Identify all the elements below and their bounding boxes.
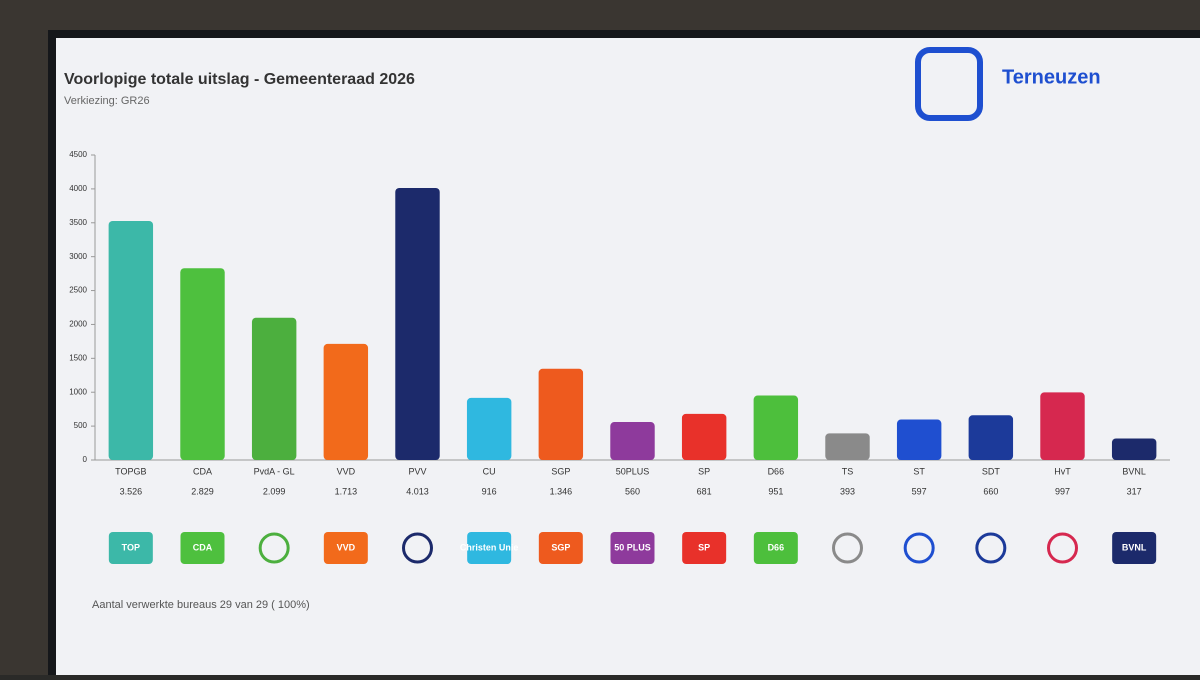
party-logo xyxy=(975,532,1007,564)
party-logo xyxy=(682,532,727,564)
chart-subtitle: Verkiezing: GR26 xyxy=(64,95,150,107)
brand-logo xyxy=(915,47,983,121)
y-tick-label: 4000 xyxy=(69,184,87,193)
party-logo-text: Christen Unie xyxy=(460,542,519,552)
y-tick-label: 2000 xyxy=(69,320,87,329)
value-label: 1.713 xyxy=(335,486,358,496)
x-tick-label: CU xyxy=(483,466,496,476)
x-tick-label: BVNL xyxy=(1122,466,1146,476)
value-label: 393 xyxy=(840,486,855,496)
x-tick-label: TOPGB xyxy=(115,466,146,476)
bar xyxy=(825,433,870,460)
bar xyxy=(108,221,154,460)
party-logo-text: 50 PLUS xyxy=(614,542,651,552)
bar xyxy=(180,268,225,460)
bar xyxy=(466,397,512,460)
party-logo-text: D66 xyxy=(768,542,785,552)
footer-note: Aantal verwerkte bureaus 29 van 29 ( 100… xyxy=(92,599,310,611)
y-tick-label: 3500 xyxy=(69,218,87,227)
screen xyxy=(56,38,1200,675)
value-label: 4.013 xyxy=(406,486,429,496)
party-logo-text: CDA xyxy=(193,542,213,552)
bar xyxy=(753,395,799,460)
party-logo xyxy=(258,532,290,564)
value-label: 951 xyxy=(768,486,783,496)
value-label: 317 xyxy=(1127,486,1142,496)
party-logo xyxy=(180,532,225,564)
x-tick-label: TS xyxy=(842,466,854,476)
x-tick-label: D66 xyxy=(768,466,785,476)
party-logo-text: SP xyxy=(698,542,710,552)
party-logo-text: BVNL xyxy=(1122,542,1147,552)
value-label: 681 xyxy=(697,486,712,496)
x-tick-label: SGP xyxy=(551,466,570,476)
party-logo-text: VVD xyxy=(337,542,356,552)
bar xyxy=(681,413,727,460)
party-logo xyxy=(832,532,863,564)
value-label: 997 xyxy=(1055,486,1070,496)
value-label: 1.346 xyxy=(550,486,573,496)
bar xyxy=(395,188,440,460)
party-logo xyxy=(323,532,368,564)
x-tick-label: SDT xyxy=(982,466,1001,476)
y-tick-label: 1500 xyxy=(69,353,87,362)
party-logo xyxy=(610,532,655,564)
party-logo xyxy=(402,532,433,564)
y-tick-label: 2500 xyxy=(69,286,87,295)
bar xyxy=(1111,438,1157,460)
bar xyxy=(323,343,369,460)
party-logo-text: SGP xyxy=(551,542,570,552)
bar xyxy=(251,317,297,460)
value-label: 660 xyxy=(983,486,998,496)
y-tick-label: 4500 xyxy=(69,150,87,159)
bar xyxy=(896,419,942,460)
party-logo xyxy=(903,532,935,564)
y-tick-label: 3000 xyxy=(69,252,87,261)
value-label: 597 xyxy=(912,486,927,496)
y-tick-label: 0 xyxy=(83,455,88,464)
party-logo xyxy=(1112,532,1157,564)
value-label: 560 xyxy=(625,486,640,496)
bar xyxy=(610,422,655,460)
x-tick-label: 50PLUS xyxy=(616,466,650,476)
x-tick-label: PvdA - GL xyxy=(254,466,295,476)
x-tick-label: ST xyxy=(913,466,925,476)
party-logo xyxy=(108,532,153,564)
value-label: 2.099 xyxy=(263,486,286,496)
value-label: 916 xyxy=(482,486,497,496)
value-label: 3.526 xyxy=(120,486,143,496)
value-label: 2.829 xyxy=(191,486,214,496)
y-tick-label: 1000 xyxy=(69,387,87,396)
party-logo xyxy=(538,532,583,564)
bar xyxy=(538,368,584,460)
bar xyxy=(1040,392,1085,460)
chart-title: Voorlopige totale uitslag - Gemeenteraad… xyxy=(64,71,415,88)
x-tick-label: HvT xyxy=(1054,466,1071,476)
x-tick-label: PVV xyxy=(408,466,426,476)
party-logo xyxy=(753,532,798,564)
y-tick-label: 500 xyxy=(74,421,88,430)
brand-name: Terneuzen xyxy=(1002,66,1101,88)
party-logo xyxy=(467,532,512,564)
party-logo-text: TOP xyxy=(122,542,140,552)
bar xyxy=(968,415,1014,460)
party-logo xyxy=(1047,532,1078,564)
x-tick-label: SP xyxy=(698,466,710,476)
x-tick-label: VVD xyxy=(337,466,356,476)
x-tick-label: CDA xyxy=(193,466,212,476)
